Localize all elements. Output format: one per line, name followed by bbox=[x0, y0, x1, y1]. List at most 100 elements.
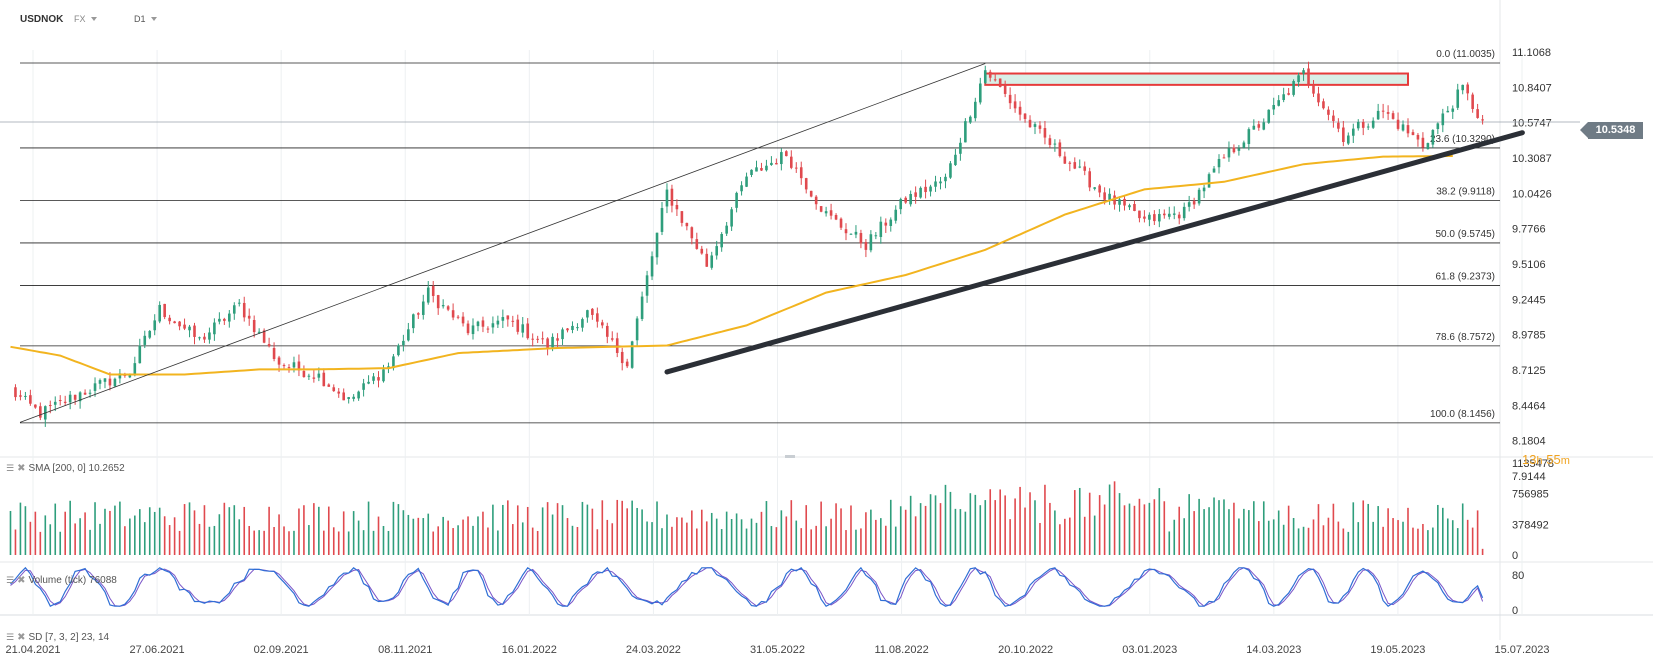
candle-body bbox=[640, 296, 644, 319]
stoch-indicator-legend[interactable]: ☰ ✖ SD [7, 3, 2] 23, 14 bbox=[6, 632, 109, 643]
volume-bar bbox=[681, 517, 683, 555]
volume-bar bbox=[939, 503, 942, 555]
timeframe-selector[interactable]: D1 bbox=[134, 14, 157, 24]
volume-bar bbox=[467, 516, 469, 555]
menu-icon[interactable]: ☰ bbox=[6, 632, 15, 642]
volume-bar bbox=[213, 525, 216, 555]
volume-bar bbox=[1342, 528, 1345, 555]
volume-bar bbox=[1054, 510, 1056, 555]
y-tick-label: 10.5747 bbox=[1512, 118, 1552, 130]
volume-bar bbox=[1451, 520, 1454, 555]
volume-bar bbox=[59, 531, 62, 555]
candle-body bbox=[128, 374, 132, 378]
volume-bar bbox=[775, 527, 778, 555]
volume-bar bbox=[1466, 519, 1469, 555]
candle-body bbox=[417, 313, 420, 315]
volume-bar bbox=[1312, 519, 1315, 555]
candle-body bbox=[1207, 174, 1211, 188]
candle-body bbox=[1466, 84, 1469, 94]
menu-icon[interactable]: ☰ bbox=[6, 463, 15, 473]
volume-bar bbox=[646, 521, 648, 555]
volume-bar bbox=[263, 530, 265, 555]
close-icon[interactable]: ✖ bbox=[17, 463, 26, 474]
volume-bar bbox=[691, 510, 693, 555]
volume-bar bbox=[497, 530, 499, 555]
volume-bar bbox=[1078, 487, 1081, 555]
volume-bar bbox=[1427, 530, 1429, 555]
candle-body bbox=[799, 167, 803, 179]
candle-body bbox=[1267, 109, 1271, 123]
candle-body bbox=[1033, 124, 1037, 127]
candle-body bbox=[526, 323, 530, 339]
volume-bar bbox=[54, 503, 57, 555]
volume-bar bbox=[1322, 525, 1325, 555]
candle-body bbox=[173, 321, 176, 324]
volume-bar bbox=[407, 514, 410, 555]
candle-body bbox=[809, 190, 813, 197]
volume-bar bbox=[551, 514, 554, 555]
volume-bar bbox=[323, 530, 325, 555]
volume-bar bbox=[820, 501, 822, 555]
candle-body bbox=[1103, 192, 1106, 200]
candle-body bbox=[34, 404, 37, 408]
volume-bar bbox=[29, 521, 32, 555]
volume-bar bbox=[223, 502, 226, 555]
volume-bar bbox=[119, 501, 121, 555]
x-tick-label: 16.01.2022 bbox=[502, 644, 557, 656]
candle-body bbox=[1351, 128, 1355, 136]
candle-body bbox=[83, 392, 87, 395]
volume-bar bbox=[865, 512, 867, 555]
sma-indicator-legend[interactable]: ☰ ✖ SMA [200, 0] 10.2652 bbox=[6, 463, 125, 474]
volume-bar bbox=[1163, 501, 1166, 555]
candle-body bbox=[670, 188, 674, 206]
volume-bar bbox=[253, 530, 255, 555]
candle-body bbox=[133, 363, 137, 376]
candle-body bbox=[1043, 128, 1047, 138]
candle-body bbox=[949, 163, 952, 178]
volume-bar bbox=[412, 518, 415, 555]
close-icon[interactable]: ✖ bbox=[17, 632, 26, 643]
volume-bar bbox=[924, 505, 927, 555]
symbol-label[interactable]: USDNOK bbox=[20, 14, 63, 25]
volume-bar bbox=[228, 507, 231, 555]
candle-body bbox=[710, 255, 714, 268]
market-selector[interactable]: FX bbox=[74, 14, 97, 24]
candle-body bbox=[24, 395, 27, 397]
volume-bar bbox=[1387, 508, 1389, 555]
candle-body bbox=[93, 383, 97, 391]
candle-body bbox=[1307, 68, 1310, 85]
volume-bar bbox=[1446, 518, 1449, 555]
candle-body bbox=[1386, 112, 1390, 114]
candle-body bbox=[755, 167, 758, 172]
volume-bar bbox=[203, 505, 206, 555]
volume-bar bbox=[39, 531, 42, 555]
menu-icon[interactable]: ☰ bbox=[6, 575, 15, 585]
candle-body bbox=[824, 211, 828, 214]
volume-bar bbox=[1272, 519, 1275, 555]
candle-body bbox=[521, 324, 525, 333]
y-tick-label: 9.5106 bbox=[1512, 259, 1546, 271]
volume-indicator-legend[interactable]: ☰ ✖ Volume (tick) 76088 bbox=[6, 575, 117, 586]
candle-body bbox=[1327, 109, 1330, 115]
volume-bar bbox=[1059, 524, 1061, 555]
candle-body bbox=[1108, 193, 1111, 200]
candle-body bbox=[665, 189, 669, 207]
candle-body bbox=[1008, 94, 1012, 104]
candle-body bbox=[1063, 156, 1067, 164]
volume-bar bbox=[850, 505, 852, 555]
close-icon[interactable]: ✖ bbox=[17, 575, 26, 586]
candle-body bbox=[705, 253, 709, 267]
candle-body bbox=[1297, 75, 1300, 83]
volume-bar bbox=[114, 505, 116, 555]
volume-indicator-text: Volume (tick) 76088 bbox=[28, 575, 117, 586]
candle-body bbox=[993, 79, 997, 81]
y-tick-label: 7.9144 bbox=[1512, 471, 1546, 483]
candle-body bbox=[765, 165, 768, 171]
volume-bar bbox=[1297, 528, 1300, 555]
candle-body bbox=[1446, 110, 1450, 113]
volume-bar bbox=[293, 530, 295, 555]
candle-body bbox=[78, 392, 82, 402]
candle-body bbox=[307, 375, 311, 377]
candle-body bbox=[347, 397, 350, 399]
